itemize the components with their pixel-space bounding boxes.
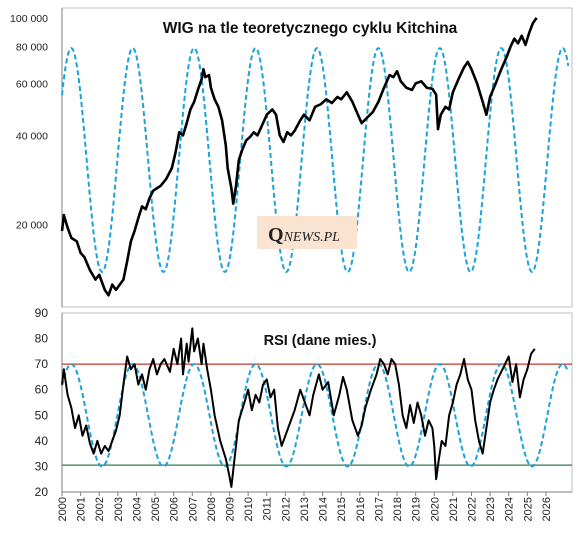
rsi-x-tick-label: 2014	[318, 497, 330, 521]
rsi-x-tick-label: 2011	[262, 497, 274, 521]
watermark-rest: NEWS.PL	[283, 230, 341, 245]
qnews-watermark: QNEWS.PL	[257, 216, 357, 249]
rsi-chart-title: RSI (dane mies.)	[264, 333, 377, 349]
wig-cycle-line	[61, 47, 570, 273]
rsi-x-tick-label: 2007	[187, 497, 199, 521]
rsi-y-tick-label: 70	[35, 357, 49, 371]
rsi-x-tick-label: 2008	[206, 497, 218, 521]
rsi-x-tick-label: 2004	[131, 497, 143, 521]
rsi-x-tick-label: 2003	[113, 497, 125, 521]
rsi-x-tick-label: 2026	[541, 497, 553, 521]
rsi-x-tick-label: 2012	[280, 497, 292, 521]
watermark-q: Q	[268, 224, 284, 246]
rsi-y-tick-label: 50	[35, 408, 49, 422]
rsi-x-tick-label: 2018	[392, 497, 404, 521]
watermark-box	[257, 216, 357, 249]
rsi-x-tick-label: 2001	[76, 497, 88, 521]
rsi-x-tick-label: 2000	[57, 497, 69, 521]
rsi-y-tick-label: 60	[35, 383, 49, 397]
rsi-x-tick-label: 2017	[373, 497, 385, 521]
rsi-x-tick-label: 2010	[243, 497, 255, 521]
wig-chart-title: WIG na tle teoretycznego cyklu Kitchina	[163, 20, 458, 37]
rsi-chart-plot: 20 30 40 50 60 70 80 90 2000 2001 2002 2003 2004 2005…	[35, 306, 573, 521]
rsi-y-tick-label: 20	[35, 485, 49, 499]
wig-y-tick-label: 60 000	[16, 78, 48, 90]
rsi-x-tick-label: 2015	[336, 497, 348, 521]
wig-y-tick-label: 40 000	[16, 130, 48, 142]
wig-y-tick-label: 20 000	[16, 219, 48, 231]
rsi-x-tick-label: 2019	[411, 497, 423, 521]
rsi-x-tick-label: 2005	[150, 497, 162, 521]
rsi-x-tick-label: 2009	[225, 497, 237, 521]
wig-index-line	[60, 17, 538, 297]
rsi-x-tick-label: 2016	[355, 497, 367, 521]
rsi-x-tick-label: 2021	[448, 497, 460, 521]
rsi-y-tick-label: 30	[35, 459, 49, 473]
rsi-line	[61, 327, 536, 488]
rsi-x-tick-label: 2023	[485, 497, 497, 521]
rsi-x-tick-label: 2020	[429, 497, 441, 521]
rsi-y-tick-label: 90	[35, 306, 49, 320]
rsi-cycle-line	[61, 363, 570, 468]
rsi-x-tick-label: 2006	[169, 497, 181, 521]
wig-chart-plot: 20 000 40 000 60 000 80 000 100 000	[10, 7, 573, 308]
rsi-x-tick-label: 2025	[522, 497, 534, 521]
rsi-x-tick-label: 2002	[94, 497, 106, 521]
rsi-x-tick-label: 2024	[504, 497, 516, 521]
wig-y-tick-label: 80 000	[16, 41, 48, 53]
rsi-y-tick-label: 40	[35, 434, 49, 448]
wig-plot-frame	[61, 7, 573, 308]
rsi-x-tick-label: 2013	[299, 497, 311, 521]
wig-y-tick-label: 100 000	[10, 13, 48, 25]
watermark-text: QNEWS.PL	[268, 224, 340, 246]
rsi-y-tick-label: 80	[35, 332, 49, 346]
rsi-x-tick-label: 2022	[466, 497, 478, 521]
